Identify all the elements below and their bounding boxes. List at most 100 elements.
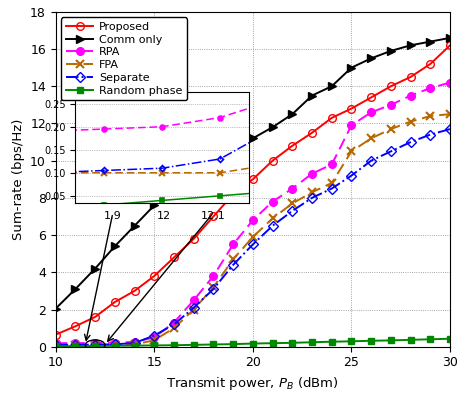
- Comm only: [269, 125, 275, 130]
- Random phase: [289, 340, 294, 345]
- Separate: [407, 140, 413, 145]
- RPA: [348, 123, 354, 128]
- Y-axis label: Sum-rate (bps/Hz): Sum-rate (bps/Hz): [12, 119, 25, 240]
- FPA: [250, 234, 255, 239]
- Proposed: [269, 158, 275, 163]
- Comm only: [230, 143, 236, 148]
- Comm only: [328, 84, 334, 89]
- Comm only: [112, 244, 118, 249]
- Line: Comm only: Comm only: [52, 34, 453, 312]
- Separate: [387, 149, 393, 154]
- Proposed: [92, 314, 98, 319]
- Separate: [427, 132, 432, 137]
- RPA: [407, 93, 413, 98]
- RPA: [191, 298, 196, 303]
- RPA: [171, 320, 176, 325]
- Random phase: [230, 342, 236, 346]
- FPA: [269, 216, 275, 221]
- Comm only: [348, 65, 354, 70]
- FPA: [210, 285, 216, 290]
- Proposed: [387, 84, 393, 89]
- Random phase: [191, 342, 196, 347]
- Comm only: [131, 223, 137, 228]
- RPA: [230, 242, 236, 247]
- FPA: [151, 338, 156, 342]
- Random phase: [73, 344, 78, 349]
- Random phase: [328, 339, 334, 344]
- FPA: [112, 342, 118, 347]
- Separate: [269, 223, 275, 228]
- Comm only: [309, 93, 314, 98]
- RPA: [250, 218, 255, 223]
- Random phase: [250, 341, 255, 346]
- Text: 12: 12: [157, 211, 171, 221]
- Random phase: [131, 343, 137, 348]
- FPA: [171, 326, 176, 331]
- Separate: [73, 342, 78, 347]
- Separate: [250, 242, 255, 247]
- Separate: [92, 342, 98, 347]
- Random phase: [210, 342, 216, 347]
- RPA: [53, 341, 58, 346]
- Comm only: [151, 203, 156, 208]
- Comm only: [210, 156, 216, 161]
- Random phase: [269, 341, 275, 346]
- FPA: [348, 149, 354, 154]
- FPA: [73, 342, 78, 347]
- Separate: [151, 333, 156, 338]
- FPA: [191, 307, 196, 312]
- FPA: [328, 180, 334, 185]
- Random phase: [387, 338, 393, 343]
- Text: 1.9: 1.9: [104, 211, 121, 221]
- RPA: [289, 186, 294, 191]
- Random phase: [309, 340, 314, 345]
- Proposed: [230, 192, 236, 197]
- Proposed: [309, 130, 314, 135]
- Comm only: [289, 112, 294, 117]
- Separate: [171, 322, 176, 327]
- FPA: [53, 342, 58, 347]
- Proposed: [250, 177, 255, 182]
- Comm only: [92, 266, 98, 271]
- RPA: [73, 341, 78, 346]
- Separate: [53, 342, 58, 347]
- Line: FPA: FPA: [51, 110, 453, 349]
- Separate: [289, 208, 294, 213]
- Proposed: [289, 143, 294, 148]
- FPA: [309, 190, 314, 195]
- Proposed: [427, 61, 432, 66]
- Line: RPA: RPA: [52, 79, 453, 347]
- Comm only: [368, 56, 373, 61]
- Separate: [131, 341, 137, 346]
- FPA: [368, 136, 373, 141]
- Random phase: [151, 343, 156, 348]
- Separate: [328, 186, 334, 191]
- FPA: [407, 119, 413, 124]
- FPA: [289, 201, 294, 206]
- Proposed: [348, 106, 354, 111]
- Separate: [191, 305, 196, 310]
- FPA: [446, 112, 452, 117]
- Proposed: [53, 332, 58, 337]
- Proposed: [131, 288, 137, 293]
- Random phase: [446, 336, 452, 341]
- Comm only: [171, 184, 176, 189]
- Proposed: [171, 255, 176, 260]
- Random phase: [427, 337, 432, 342]
- Separate: [210, 287, 216, 292]
- RPA: [427, 86, 432, 91]
- Comm only: [407, 43, 413, 48]
- FPA: [387, 127, 393, 132]
- Random phase: [407, 338, 413, 342]
- RPA: [269, 199, 275, 204]
- Comm only: [387, 48, 393, 53]
- X-axis label: Transmit power, $P_B$ (dBm): Transmit power, $P_B$ (dBm): [166, 375, 338, 392]
- Separate: [309, 195, 314, 200]
- RPA: [131, 340, 137, 344]
- Separate: [112, 342, 118, 347]
- FPA: [427, 113, 432, 118]
- Proposed: [368, 95, 373, 100]
- Separate: [230, 262, 236, 267]
- Proposed: [73, 324, 78, 329]
- Proposed: [151, 274, 156, 279]
